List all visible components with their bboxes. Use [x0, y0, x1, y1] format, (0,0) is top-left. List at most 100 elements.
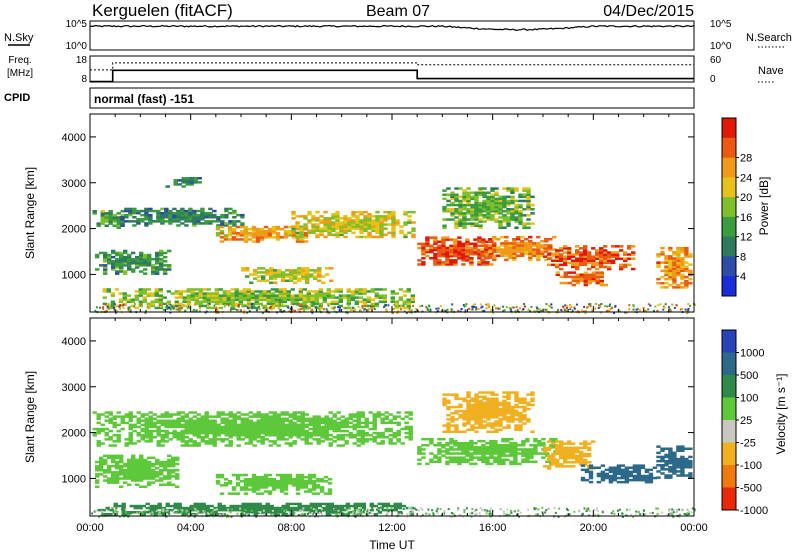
heatmap-cell	[559, 255, 564, 258]
heatmap-cell	[127, 471, 132, 474]
heatmap-cell	[181, 508, 186, 512]
heatmap-cell	[256, 440, 261, 443]
heatmap-cell	[466, 210, 471, 213]
heatmap-cell	[259, 484, 265, 487]
heatmap-cell	[116, 218, 121, 221]
heatmap-cell	[606, 305, 609, 308]
heatmap-cell	[107, 303, 110, 306]
heatmap-cell	[139, 462, 144, 466]
heatmap-cell	[349, 309, 352, 312]
heatmap-cell	[547, 247, 552, 250]
heatmap-cell	[120, 222, 125, 225]
heatmap-cell	[474, 422, 479, 425]
heatmap-cell	[461, 254, 466, 258]
heatmap-cell	[457, 309, 460, 312]
heatmap-cell	[176, 224, 181, 227]
heatmap-cell	[147, 471, 152, 474]
heatmap-cell	[256, 415, 261, 418]
heatmap-cell	[486, 399, 491, 403]
heatmap-cell	[244, 417, 249, 420]
heatmap-cell	[204, 419, 209, 422]
heatmap-cell	[214, 294, 219, 297]
heatmap-cell	[623, 259, 628, 262]
heatmap-cell	[551, 263, 556, 267]
heatmap-cell	[241, 508, 246, 512]
heatmap-cell	[126, 300, 131, 303]
heatmap-cell	[200, 438, 205, 441]
heatmap-cell	[267, 236, 273, 239]
heatmap-cell	[453, 244, 458, 248]
heatmap-cell	[135, 460, 140, 464]
heatmap-cell	[304, 431, 309, 435]
heatmap-cell	[264, 434, 269, 437]
heatmap-cell	[243, 484, 249, 487]
heatmap-cell	[595, 303, 598, 305]
heatmap-cell	[481, 456, 486, 459]
heatmap-cell	[303, 234, 309, 237]
heatmap-cell	[407, 219, 412, 222]
heatmap-cell	[127, 460, 132, 464]
heatmap-cell	[374, 294, 379, 297]
heatmap-cell	[268, 423, 273, 427]
heatmap-cell	[244, 425, 249, 429]
heatmap-cell	[437, 460, 442, 463]
heatmap-cell	[371, 225, 376, 228]
heatmap-cell	[280, 434, 285, 437]
heatmap-cell	[319, 231, 324, 235]
heatmap-cell	[116, 226, 121, 229]
heatmap-cell	[124, 415, 129, 418]
heatmap-cell	[583, 281, 588, 285]
heatmap-cell	[336, 411, 341, 414]
heatmap-cell	[300, 413, 305, 416]
heatmap-cell	[490, 401, 495, 405]
heatmap-cell	[248, 436, 253, 439]
heatmap-cell	[270, 294, 275, 297]
colorbar-tick-label: 24	[740, 172, 752, 184]
heatmap-cell	[150, 302, 155, 306]
heatmap-cell	[551, 454, 556, 458]
heatmap-cell	[372, 436, 377, 439]
heatmap-cell	[514, 216, 519, 219]
heatmap-cell	[289, 275, 294, 278]
heatmap-cell	[449, 238, 454, 241]
heatmap-cell	[280, 438, 285, 441]
heatmap-cell	[219, 230, 225, 233]
heatmap-cell	[450, 405, 455, 409]
heatmap-cell	[196, 419, 201, 422]
heatmap-cell	[327, 229, 332, 232]
heatmap-cell	[567, 461, 572, 464]
heatmap-cell	[178, 305, 181, 308]
heatmap-cell	[305, 281, 310, 284]
heatmap-cell	[559, 253, 564, 256]
heatmap-cell	[368, 438, 373, 441]
heatmap-cell	[100, 220, 105, 223]
heatmap-cell	[338, 308, 341, 311]
heatmap-cell	[288, 444, 293, 447]
heatmap-cell	[262, 298, 267, 301]
heatmap-cell	[543, 465, 548, 468]
heatmap-cell	[360, 438, 365, 441]
heatmap-cell	[315, 492, 321, 495]
heatmap-cell	[129, 504, 134, 508]
heatmap-cell	[530, 222, 535, 225]
heatmap-cell	[235, 232, 241, 235]
heatmap-cell	[433, 248, 438, 252]
heatmap-cell	[108, 218, 113, 221]
heatmap-cell	[311, 231, 316, 235]
heatmap-cell	[466, 428, 471, 431]
heatmap-cell	[194, 292, 199, 295]
heatmap-cell	[219, 225, 225, 229]
heatmap-cell	[272, 411, 277, 414]
heatmap-cell	[253, 504, 258, 508]
heatmap-cell	[550, 306, 553, 309]
heatmap-cell	[269, 504, 274, 508]
heatmap-cell	[378, 296, 383, 299]
heatmap-cell	[478, 218, 483, 221]
heatmap-cell	[547, 456, 552, 460]
heatmap-cell	[240, 216, 245, 219]
heatmap-cell	[334, 288, 339, 291]
heatmap-cell	[146, 288, 151, 291]
heatmap-cell	[343, 217, 348, 220]
heatmap-cell	[524, 238, 529, 241]
heatmap-cell	[647, 308, 650, 311]
